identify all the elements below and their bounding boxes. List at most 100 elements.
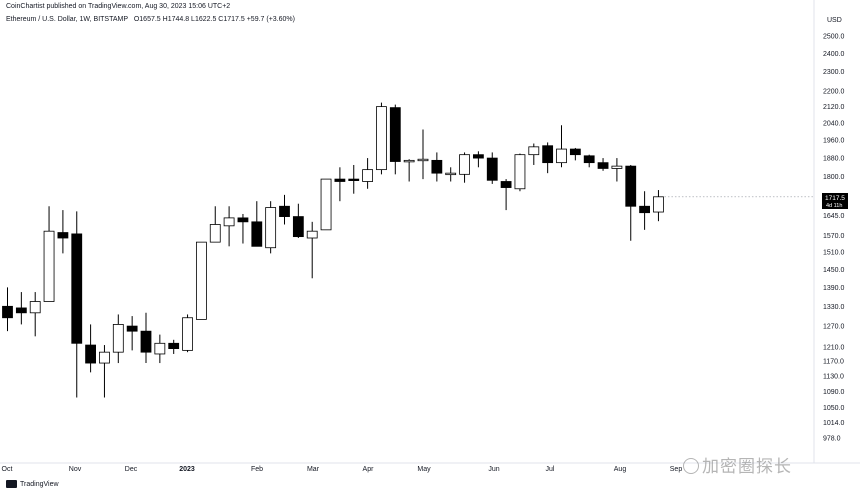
last-price-badge: 1717.5 4d 11h [822,193,848,209]
candle[interactable] [85,324,96,373]
candle-body-down [500,181,512,188]
tradingview-logo[interactable]: TradingView [6,480,59,488]
symbol-title: Ethereum / U.S. Dollar, 1W, BITSTAMP [6,16,128,23]
candle[interactable] [306,221,318,279]
candle[interactable] [362,158,374,189]
candle-body-down [486,157,498,181]
candle[interactable] [182,314,193,353]
price-tick-label: 2300.0 [823,69,845,76]
price-tick-label: 1014.0 [823,420,845,427]
price-tick-label: 1210.0 [823,344,845,351]
candle-body-up [320,178,332,231]
price-tick-label: 2400.0 [823,51,845,58]
candle[interactable] [403,159,415,182]
watermark-icon [683,458,699,474]
candle[interactable] [500,179,512,211]
price-tick-label: 2040.0 [823,121,845,128]
candle-body-down [57,232,69,239]
time-tick-label: Dec [125,466,138,473]
candle[interactable] [29,292,41,337]
watermark: 加密圈探长 [683,452,792,477]
candle[interactable] [168,339,180,354]
candle[interactable] [334,167,346,202]
candle-body-down [583,155,595,164]
candle[interactable] [486,152,498,184]
candle[interactable] [348,164,360,194]
candle[interactable] [237,213,249,244]
candle[interactable] [639,191,650,230]
tradingview-icon [6,480,17,488]
time-tick-label: Oct [2,466,13,473]
candle-body-up [528,146,540,156]
candle[interactable] [376,102,387,175]
candle-body-up [556,148,567,164]
candle-body-down [389,107,401,162]
candle[interactable] [279,194,290,225]
candle-body-up [43,230,55,302]
price-tick-label: 1050.0 [823,405,845,412]
candle[interactable] [292,203,304,239]
time-tick-label: Jul [546,466,555,473]
time-tick-label: Jun [488,466,499,473]
price-tick-label: 1880.0 [823,156,845,163]
candle[interactable] [15,292,27,325]
price-axis[interactable]: 2500.0 2400.0 2300.0 2200.0 2120.0 2040.0 1960… [823,34,845,443]
candle[interactable] [99,345,110,398]
candle[interactable] [43,206,55,302]
candle[interactable] [209,206,221,243]
candle[interactable] [445,167,457,182]
price-tick-label: 1800.0 [823,174,845,181]
candle[interactable] [251,201,263,247]
candle[interactable] [528,143,540,165]
candle-body-down [2,305,13,319]
candle-body-down [279,205,290,217]
candle[interactable] [417,129,429,180]
candle[interactable] [71,211,83,398]
candle[interactable] [569,147,581,161]
price-tick-label: 2500.0 [823,34,845,41]
price-tick-label: 2200.0 [823,88,845,95]
candle[interactable] [57,210,69,254]
price-tick-label: 1170.0 [823,359,844,366]
candle[interactable] [514,153,526,192]
candle-body-down [597,162,609,169]
candle[interactable] [472,151,484,168]
symbol-legend: Ethereum / U.S. Dollar, 1W, BITSTAMP O16… [6,16,295,23]
candle-body-up [611,165,623,169]
candle[interactable] [223,206,235,247]
candle[interactable] [556,125,567,168]
candle[interactable] [2,287,13,332]
candle[interactable] [611,158,623,182]
candle[interactable] [320,178,332,231]
candle-body-down [542,145,554,164]
candle-body-up [459,154,470,175]
candle[interactable] [140,312,152,364]
candle-body-up [223,217,235,227]
candle[interactable] [542,142,554,174]
candle[interactable] [265,201,277,254]
plot-area[interactable] [2,102,815,398]
candle[interactable] [195,241,207,320]
candle[interactable] [459,152,470,183]
candle-body-up [376,106,387,171]
last-price-countdown: 4d 11h [826,203,842,209]
time-tick-label: Sep [670,466,683,473]
candle[interactable] [389,104,401,175]
candle-body-up [514,154,526,190]
candle[interactable] [597,158,609,171]
last-price-badge-bg [822,193,848,209]
candle[interactable] [112,314,124,364]
last-price-label: 1717.5 [825,195,845,202]
candle[interactable] [154,334,166,364]
time-axis[interactable]: Oct Nov Dec 2023 Feb Mar Apr May Jun Jul Aug Sep [2,466,683,473]
price-tick-label: 1570.0 [823,233,845,240]
candle[interactable] [625,164,637,241]
watermark-text: 加密圈探长 [702,457,792,476]
candle-body-up [112,324,124,353]
candle[interactable] [583,154,595,168]
candle[interactable] [653,190,664,222]
candle-body-down [85,344,96,364]
candle[interactable] [431,152,443,182]
candle[interactable] [126,316,138,351]
